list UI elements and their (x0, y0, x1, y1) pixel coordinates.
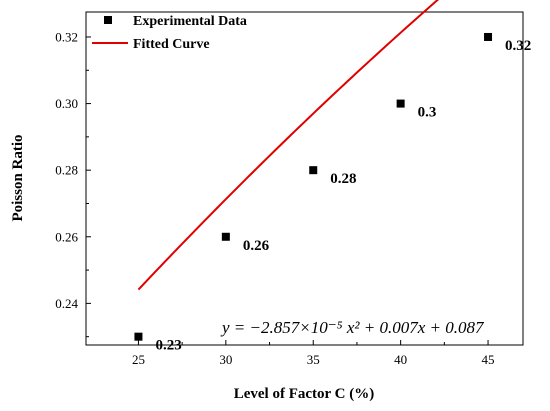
data-point (484, 32, 493, 41)
x-tick-label: 35 (307, 352, 320, 367)
x-tick-label: 40 (394, 352, 407, 367)
data-points-layer: 0.23 0.26 0.28 0.3 0.32 (134, 32, 531, 354)
legend: Experimental Data Fitted Curve (92, 14, 247, 52)
data-point-label: 0.32 (505, 38, 531, 54)
y-tick-label: 0.28 (55, 163, 78, 178)
plot-frame (85, 11, 524, 346)
legend-label-fitted: Fitted Curve (133, 37, 210, 52)
data-point-label: 0.28 (330, 171, 356, 187)
axis-ticks: 25 30 35 40 45 0.24 0.26 0.28 0.30 0.32 (55, 29, 494, 367)
fitted-curve-line (137, 0, 440, 291)
data-point-label: 0.23 (155, 338, 181, 354)
y-axis-title: Poisson Ratio (10, 134, 26, 221)
data-point (134, 332, 143, 341)
data-point-label: 0.26 (243, 238, 270, 254)
fit-equation: y = −2.857×10⁻⁵ x² + 0.007x + 0.087 (220, 318, 485, 337)
x-tick-label: 25 (132, 352, 145, 367)
y-tick-label: 0.26 (55, 229, 78, 244)
x-axis-title: Level of Factor C (%) (234, 386, 375, 402)
data-point (396, 99, 405, 108)
x-tick-label: 30 (219, 352, 232, 367)
y-tick-label: 0.30 (55, 96, 78, 111)
fitted-curve-layer (137, 0, 440, 291)
legend-label-experimental: Experimental Data (133, 14, 247, 29)
y-tick-label: 0.24 (55, 296, 78, 311)
data-point (221, 232, 230, 241)
data-point (309, 166, 318, 175)
y-tick-label: 0.32 (55, 29, 78, 44)
legend-marker-experimental (104, 16, 112, 24)
x-tick-label: 45 (482, 352, 495, 367)
data-point-label: 0.3 (418, 105, 437, 121)
